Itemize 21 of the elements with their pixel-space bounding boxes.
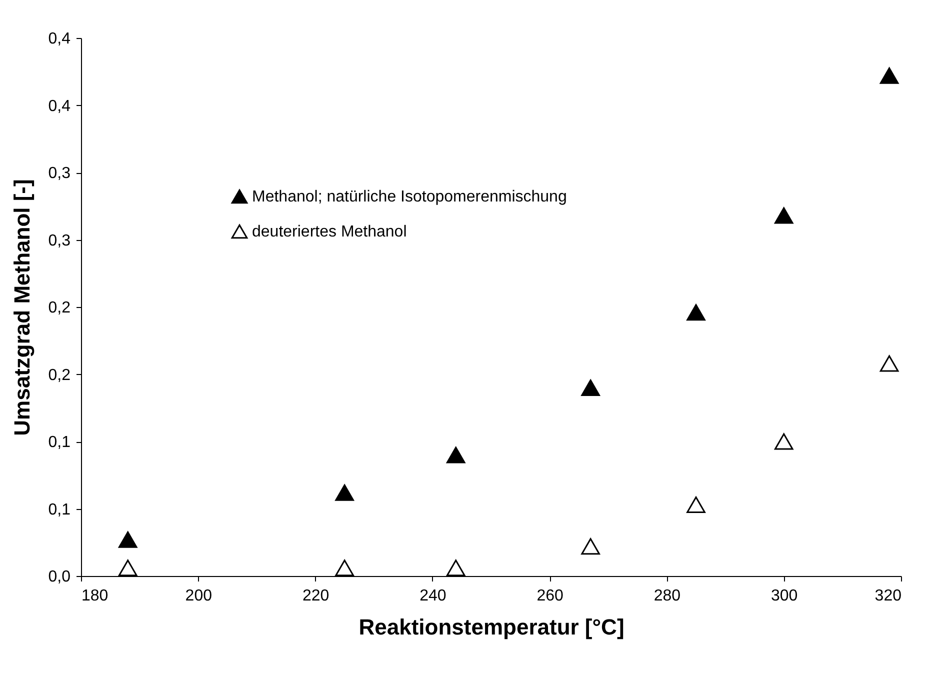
legend-label: deuteriertes Methanol	[252, 224, 407, 240]
y-tick-label: 0,3	[48, 232, 71, 250]
legend-label: Methanol; natürliche Isotopomerenmischung	[252, 188, 567, 206]
x-tick-label: 280	[654, 588, 681, 604]
y-tick-label: 0,4	[48, 98, 71, 115]
x-tick-label: 240	[420, 588, 446, 604]
x-tick-label: 260	[536, 588, 564, 604]
y-tick-label: 0,1	[48, 434, 71, 451]
x-tick-label: 200	[185, 588, 212, 604]
y-axis-title: Umsatzgrad Methanol [-]	[9, 179, 34, 436]
x-axis-title: Reaktionstemperatur [°C]	[358, 614, 624, 640]
x-tick-label: 300	[771, 588, 798, 604]
x-tick-label: 180	[82, 588, 108, 604]
y-tick-label: 0,2	[48, 366, 71, 384]
y-tick-label: 0,3	[48, 165, 71, 182]
y-tick-label: 0,4	[48, 30, 71, 48]
x-tick-label: 320	[874, 588, 902, 604]
x-tick-label: 220	[302, 588, 330, 604]
y-tick-label: 0,1	[48, 501, 71, 518]
y-tick-label: 0,0	[48, 568, 71, 586]
y-tick-label: 0,2	[48, 300, 71, 316]
